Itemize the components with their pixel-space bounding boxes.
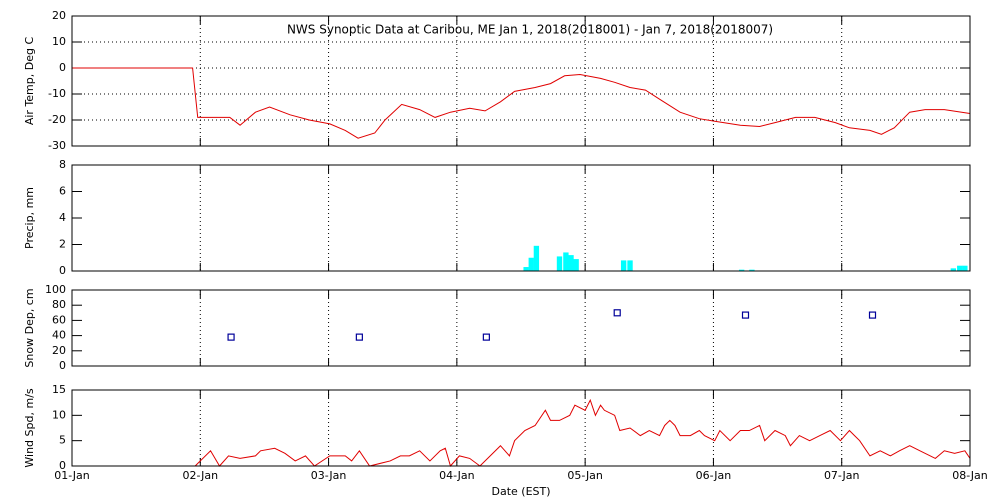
bar [556,256,563,271]
y-tick-label: 0 [59,459,66,472]
bar [533,245,540,271]
marker [227,333,235,341]
y-axis-label: Air Temp, Deg C [23,37,36,126]
marker [613,309,621,317]
y-tick-label: 10 [52,408,66,421]
y-tick-label: 15 [52,383,66,396]
x-tick-label: 02-Jan [183,469,219,482]
x-tick-label: 06-Jan [696,469,732,482]
y-tick-label: 0 [59,359,66,372]
bar [573,259,579,271]
bar [950,268,956,271]
x-tick-label: 08-Jan [952,469,988,482]
bar [568,255,574,271]
bar [627,260,633,271]
y-tick-label: 10 [52,35,66,48]
bar [523,267,529,271]
data-line [72,67,971,139]
y-tick-label: 2 [59,238,66,251]
y-tick-label: 100 [45,283,66,296]
plot-frame [71,164,971,272]
marker [741,311,750,319]
plot-frame [71,289,971,367]
x-axis-label: Date (EST) [491,485,550,498]
bar [738,269,745,271]
x-tick-label: 04-Jan [439,469,475,482]
bar [749,269,755,271]
x-tick-label: 05-Jan [567,469,603,482]
y-tick-label: -30 [48,139,66,152]
y-tick-label: 0 [59,61,66,74]
y-axis-label: Snow Dep, cm [23,288,36,367]
y-tick-label: 8 [59,158,66,171]
y-tick-label: 20 [52,344,66,357]
marker [868,311,877,319]
bar [962,265,968,271]
y-tick-label: -20 [48,113,66,126]
y-tick-label: 0 [59,264,66,277]
y-tick-label: 40 [52,329,66,342]
y-tick-label: 60 [52,313,66,326]
plot-frame [71,389,971,467]
x-tick-label: 01-Jan [54,469,90,482]
y-axis-label: Precip, mm [23,187,36,249]
plot-frame [71,15,971,147]
y-tick-label: 20 [52,9,66,22]
marker [482,333,490,341]
y-tick-label: -10 [48,87,66,100]
y-tick-label: 6 [59,185,66,198]
bar [528,257,534,271]
marker [355,333,363,341]
y-axis-label: Wind Spd, m/s [23,388,36,468]
chart-title: NWS Synoptic Data at Caribou, ME Jan 1, … [287,23,773,37]
bar [620,260,627,271]
y-tick-label: 5 [59,434,66,447]
bar [563,252,569,271]
x-tick-label: 07-Jan [824,469,860,482]
data-line [194,398,971,468]
bar [957,265,963,271]
y-tick-label: 80 [52,298,66,311]
x-tick-label: 03-Jan [311,469,347,482]
y-tick-label: 4 [59,211,66,224]
